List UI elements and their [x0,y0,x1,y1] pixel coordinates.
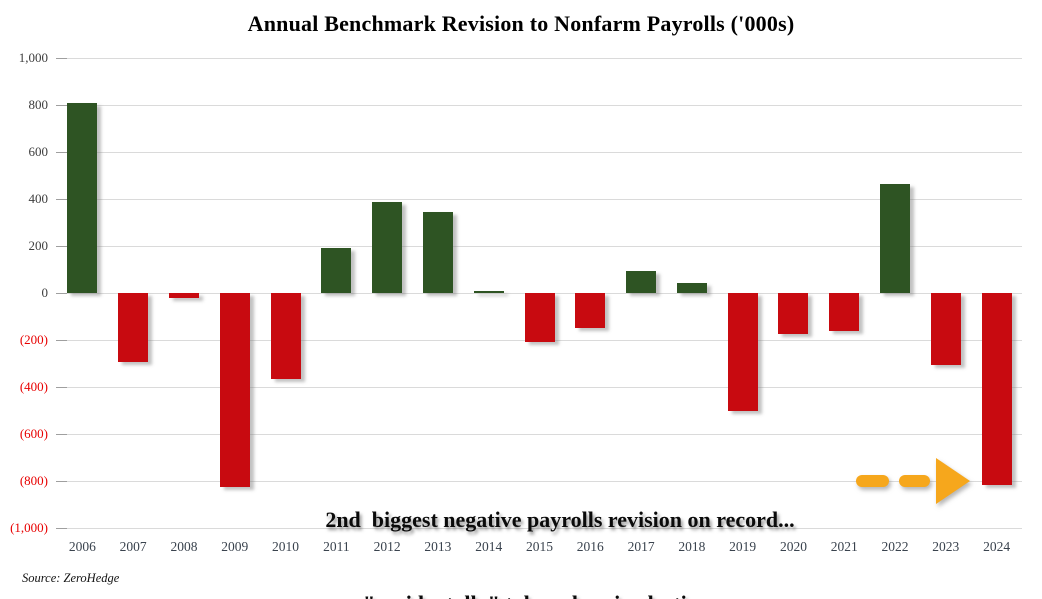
y-axis-tick [56,105,67,106]
y-axis-tick [56,481,67,482]
y-tick-label: (800) [19,473,48,488]
bar-2008 [168,293,199,298]
bar-2021 [829,293,860,331]
y-tick-label: 800 [28,97,49,112]
bar-2006 [67,102,98,293]
bar-2017 [626,270,657,293]
bar-2023 [930,293,961,365]
year-label-2010: 2010 [272,539,300,554]
bar-2013 [422,211,453,293]
bar-2015 [524,293,555,342]
bar-2009 [219,293,250,487]
y-tick-label: (400) [19,379,48,394]
y-axis-tick [56,199,67,200]
arrow-dash [899,475,930,487]
year-label-2016: 2016 [576,539,604,554]
y-axis-tick [56,246,67,247]
gridline [57,105,1022,106]
y-axis-tick [56,528,67,529]
y-tick-label: (1,000) [10,520,48,535]
y-axis-tick [56,340,67,341]
y-axis-tick [56,58,67,59]
year-label-2017: 2017 [627,539,655,554]
gridline [57,434,1022,435]
y-axis-tick [56,387,67,388]
year-label-2007: 2007 [119,539,147,554]
gridline [57,387,1022,388]
y-tick-label: 400 [28,191,49,206]
annotation: 2nd biggest negative payrolls revision o… [245,450,875,599]
year-label-2013: 2013 [424,539,452,554]
annotation-line1: 2nd biggest negative payrolls revision o… [325,507,795,532]
y-axis-tick [56,293,67,294]
y-axis-tick [56,434,67,435]
bar-2019 [727,293,758,411]
gridline [57,58,1022,59]
year-label-2011: 2011 [323,539,350,554]
year-label-2023: 2023 [932,539,960,554]
year-label-2006: 2006 [68,539,96,554]
y-tick-label: 1,000 [18,50,48,65]
bar-2020 [778,293,809,334]
gridline [57,246,1022,247]
annotation-line2: "accidentally" takes place in election y… [245,590,875,599]
year-label-2012: 2012 [373,539,401,554]
chart-title: Annual Benchmark Revision to Nonfarm Pay… [247,11,795,36]
y-tick-label: 0 [41,285,49,300]
arrow-icon [856,458,970,504]
year-label-2022: 2022 [881,539,909,554]
gridline [57,152,1022,153]
y-axis-tick [56,152,67,153]
bar-2007 [118,293,149,362]
y-tick-label: 600 [28,144,49,159]
arrow-dash [856,475,889,487]
bar-2024 [981,293,1012,486]
bar-2022 [880,184,911,293]
year-label-2021: 2021 [830,539,858,554]
year-label-2009: 2009 [221,539,249,554]
y-tick-label: 200 [28,238,49,253]
source-text: Source: ZeroHedge [22,571,120,585]
year-label-2018: 2018 [678,539,706,554]
bar-2012 [372,202,403,293]
gridline [57,199,1022,200]
y-tick-label: (600) [19,426,48,441]
year-label-2015: 2015 [525,539,553,554]
year-label-2008: 2008 [170,539,198,554]
year-label-2024: 2024 [983,539,1011,554]
plot-area: 2006 2007 2008 2009 2010 2011 2012 2013 2014 2015… [56,58,1022,554]
year-label-2020: 2020 [779,539,807,554]
bar-2010 [270,293,301,379]
gridline [57,528,1022,529]
bar-2011 [321,247,352,293]
gridline [57,481,1022,482]
bar-2018 [676,282,707,293]
arrow-head [936,458,970,504]
year-label-2019: 2019 [729,539,757,554]
bar-2014 [473,291,504,293]
year-label-2014: 2014 [475,539,503,554]
y-tick-label: (200) [19,332,48,347]
bar-2016 [575,293,606,329]
